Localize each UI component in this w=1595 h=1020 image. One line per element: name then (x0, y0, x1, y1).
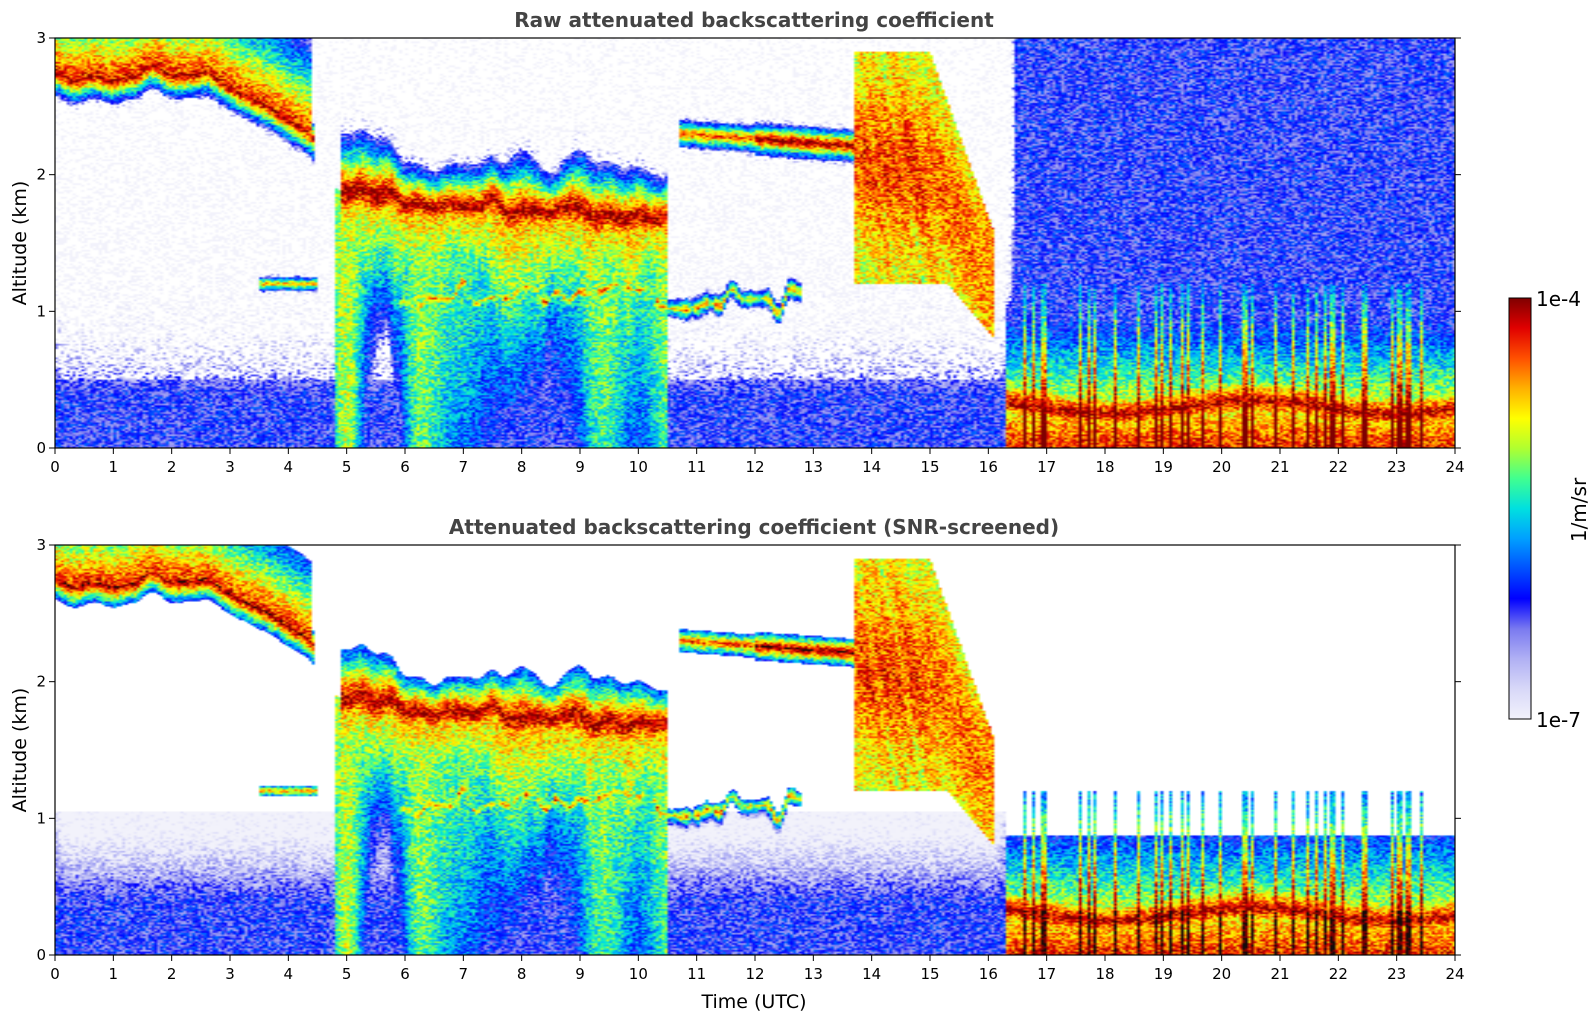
x-tick-label: 14 (862, 965, 881, 983)
panel-title: Raw attenuated backscattering coefficien… (514, 8, 994, 32)
x-tick-label: 23 (1387, 965, 1406, 983)
x-tick-label: 15 (920, 458, 939, 476)
x-tick-label: 6 (400, 458, 410, 476)
backscatter-heatmap (55, 545, 1455, 955)
colorbar-min-label: 1e-7 (1536, 708, 1581, 732)
x-tick-label: 3 (225, 458, 235, 476)
x-tick-label: 19 (1154, 965, 1173, 983)
backscatter-heatmap (55, 38, 1455, 448)
y-axis: 0 1 2 3 (36, 29, 1461, 457)
x-tick-label: 8 (517, 965, 527, 983)
x-tick-label: 18 (1095, 458, 1114, 476)
y-tick-label: 1 (36, 302, 46, 320)
x-tick-label: 2 (167, 458, 177, 476)
x-tick-label: 13 (804, 458, 823, 476)
x-axis: 0 1 2 3 4 5 6 7 8 9 10 11 12 13 14 15 16 17 18 19 20 21 22 23 24 (50, 448, 1465, 476)
x-tick-label: 22 (1329, 965, 1348, 983)
x-tick-label: 9 (575, 965, 585, 983)
x-tick-label: 14 (862, 458, 881, 476)
x-tick-label: 10 (629, 458, 648, 476)
x-tick-label: 15 (920, 965, 939, 983)
x-tick-label: 21 (1270, 458, 1289, 476)
y-axis-label: Altitude (km) (9, 688, 31, 813)
panel-title: Attenuated backscattering coefficient (S… (449, 515, 1059, 539)
x-tick-label: 16 (979, 965, 998, 983)
x-tick-label: 22 (1329, 458, 1348, 476)
x-tick-label: 4 (284, 965, 294, 983)
x-tick-label: 19 (1154, 458, 1173, 476)
x-tick-label: 13 (804, 965, 823, 983)
x-tick-label: 7 (459, 458, 469, 476)
y-tick-label: 0 (36, 946, 46, 964)
x-tick-label: 12 (745, 458, 764, 476)
x-tick-label: 20 (1212, 965, 1231, 983)
x-tick-label: 7 (459, 965, 469, 983)
x-tick-label: 8 (517, 458, 527, 476)
y-tick-label: 1 (36, 809, 46, 827)
x-tick-label: 17 (1037, 965, 1056, 983)
y-axis-label: Altitude (km) (9, 181, 31, 306)
x-tick-label: 24 (1445, 458, 1464, 476)
x-tick-label: 21 (1270, 965, 1289, 983)
x-axis-label: Time (UTC) (700, 991, 806, 1013)
x-tick-label: 18 (1095, 965, 1114, 983)
x-tick-label: 16 (979, 458, 998, 476)
y-tick-label: 2 (36, 673, 46, 691)
x-tick-label: 3 (225, 965, 235, 983)
x-tick-label: 17 (1037, 458, 1056, 476)
panel-snr-screened: Attenuated backscattering coefficient (S… (9, 515, 1465, 1013)
x-tick-label: 2 (167, 965, 177, 983)
y-tick-label: 3 (36, 29, 46, 47)
x-tick-label: 10 (629, 965, 648, 983)
y-tick-label: 0 (36, 439, 46, 457)
y-axis: 0 1 2 3 (36, 536, 1461, 964)
x-tick-label: 11 (687, 458, 706, 476)
y-tick-label: 3 (36, 536, 46, 554)
x-tick-label: 0 (50, 458, 60, 476)
colorbar: 1e-4 1e-7 1/m/sr (1508, 287, 1591, 732)
x-tick-label: 6 (400, 965, 410, 983)
x-tick-label: 11 (687, 965, 706, 983)
x-tick-label: 24 (1445, 965, 1464, 983)
colorbar-units-label: 1/m/sr (1567, 477, 1591, 542)
x-tick-label: 12 (745, 965, 764, 983)
y-tick-label: 2 (36, 166, 46, 184)
x-tick-label: 5 (342, 965, 352, 983)
x-tick-label: 4 (284, 458, 294, 476)
x-tick-label: 23 (1387, 458, 1406, 476)
x-tick-label: 0 (50, 965, 60, 983)
colorbar-scale (1508, 297, 1532, 720)
x-tick-label: 1 (109, 965, 119, 983)
x-tick-label: 1 (109, 458, 119, 476)
panel-raw: Raw attenuated backscattering coefficien… (9, 8, 1465, 476)
x-axis: 0 1 2 3 4 5 6 7 8 9 10 11 12 13 14 15 16 17 18 19 20 21 22 23 24 (50, 955, 1465, 983)
x-tick-label: 9 (575, 458, 585, 476)
x-tick-label: 20 (1212, 458, 1231, 476)
x-tick-label: 5 (342, 458, 352, 476)
colorbar-max-label: 1e-4 (1536, 287, 1581, 311)
